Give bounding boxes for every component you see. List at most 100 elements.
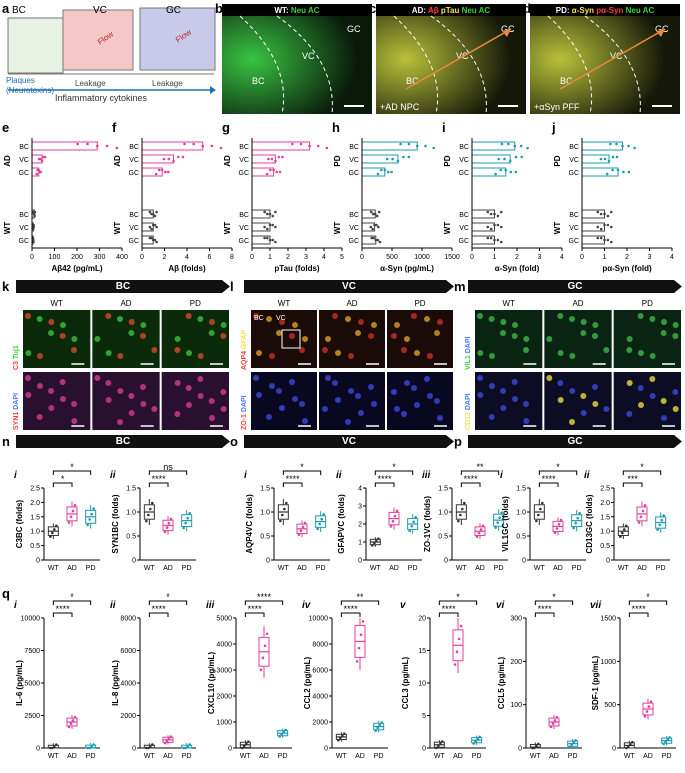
cell	[427, 393, 433, 399]
data-point	[184, 521, 187, 525]
panel-letter: j	[551, 120, 556, 135]
data-point	[627, 170, 631, 174]
data-point	[609, 225, 613, 229]
data-point	[599, 212, 603, 216]
cell	[626, 347, 633, 353]
data-point	[461, 507, 464, 511]
y-tick-label: 500	[604, 702, 616, 709]
x-tick-label: 1	[268, 254, 272, 261]
cell	[197, 353, 204, 359]
cell	[174, 380, 181, 386]
data-point	[188, 511, 191, 515]
micrograph-title-part: Neu AC	[459, 6, 490, 15]
panel-letter: o	[230, 434, 238, 449]
x-tick-label: 3	[304, 254, 308, 261]
data-point	[414, 515, 417, 519]
x-tick-label: WT	[530, 753, 542, 760]
data-point	[520, 155, 524, 159]
micrograph-top	[92, 310, 160, 368]
data-point	[219, 146, 223, 150]
row-label: GC	[459, 238, 470, 245]
sig-bracket	[460, 482, 481, 487]
sig-label: *	[552, 592, 556, 602]
data-point	[115, 146, 119, 150]
cell	[186, 402, 192, 408]
data-point	[633, 146, 636, 150]
data-point	[568, 745, 571, 749]
cell	[322, 347, 328, 353]
data-point	[155, 240, 158, 244]
x-tick-label: WT	[48, 753, 60, 760]
data-point	[181, 155, 185, 159]
panels-k-l-m: k BC WT AD PD C3 Tuj1 SYN1 DAPI l VC WT AD PD AQP4 G…	[2, 279, 682, 430]
data-point	[396, 159, 400, 163]
data-point	[316, 527, 319, 531]
panel-letter: k	[2, 279, 10, 294]
data-point	[33, 214, 36, 218]
x-tick-label: AD	[259, 753, 269, 760]
x-tick-label: 2	[515, 254, 519, 261]
cell	[557, 313, 564, 319]
data-point	[281, 513, 284, 517]
x-tick-label: WT	[278, 565, 290, 572]
row-label: VC	[349, 157, 359, 164]
cell	[512, 322, 518, 328]
data-point	[576, 516, 579, 520]
data-point	[603, 212, 606, 216]
data-point	[533, 746, 536, 750]
cell	[208, 398, 215, 404]
micrograph-c	[376, 4, 526, 114]
data-point	[605, 172, 609, 176]
data-point	[291, 142, 294, 146]
row-label: BC	[569, 212, 579, 219]
data-point	[607, 159, 611, 163]
data-point	[337, 738, 340, 742]
x-tick-label: WT	[48, 565, 60, 572]
x-tick-label: 400	[116, 254, 128, 261]
data-point	[210, 144, 214, 148]
cell	[580, 393, 587, 399]
data-point	[494, 172, 497, 176]
data-point	[514, 170, 518, 174]
data-point	[43, 155, 47, 159]
data-point	[163, 530, 167, 534]
data-point	[283, 507, 286, 511]
sig-bracket	[374, 482, 395, 487]
data-point	[399, 142, 402, 146]
y-tick-label: 1.5	[126, 486, 136, 493]
data-point	[599, 236, 603, 240]
data-point	[631, 740, 634, 744]
data-point	[385, 157, 389, 161]
data-point	[90, 512, 93, 516]
row-label: GC	[129, 170, 140, 177]
flow-arrow	[559, 28, 666, 90]
data-point	[489, 227, 493, 231]
data-point	[155, 225, 158, 229]
y-tick-label: 3000	[216, 668, 232, 675]
cell	[332, 313, 338, 319]
x-tick-label: 4	[560, 254, 564, 261]
roman-label: ii	[110, 470, 116, 481]
row-label: BC	[19, 212, 29, 219]
cell	[401, 411, 407, 417]
data-point	[165, 526, 169, 529]
stain-label-bottom-part: DAPI	[13, 393, 20, 412]
cell	[638, 402, 644, 408]
data-point	[457, 519, 460, 523]
data-point	[71, 509, 75, 513]
data-point	[578, 511, 581, 515]
data-point	[265, 172, 269, 176]
cell	[174, 411, 181, 417]
data-point	[572, 526, 575, 530]
y-axis-label: CD13GC (folds)	[585, 494, 594, 553]
cell	[523, 401, 529, 407]
cell	[569, 419, 575, 425]
y-axis-label: CCL5 (pg/mL)	[497, 656, 506, 709]
panel-letter: f	[112, 120, 117, 135]
cell	[626, 411, 633, 417]
y-tick-label: 0	[518, 746, 522, 753]
y-tick-label: 2500	[24, 713, 40, 720]
y-tick-label: 1.5	[438, 486, 448, 493]
x-tick-label: PD	[182, 565, 192, 572]
data-point	[318, 522, 321, 526]
